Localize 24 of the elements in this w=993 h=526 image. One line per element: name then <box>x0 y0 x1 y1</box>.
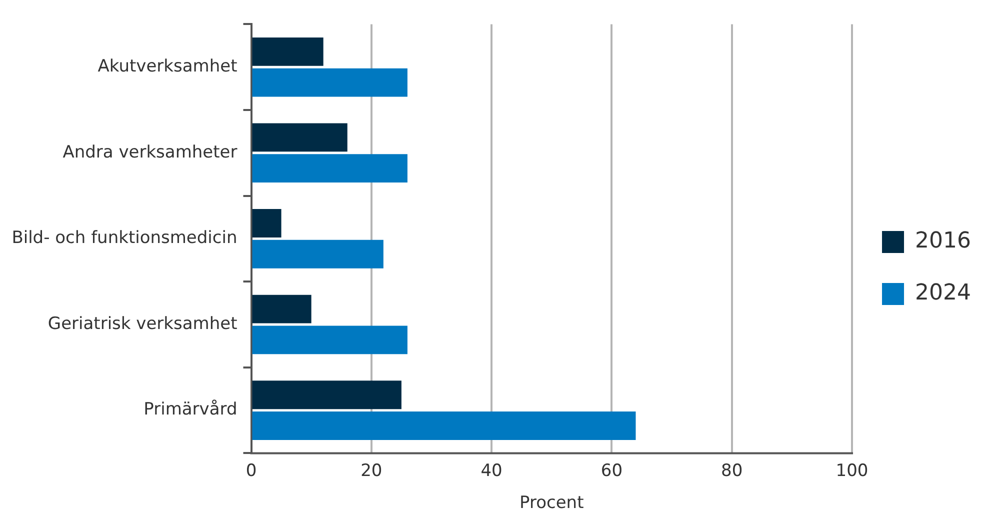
x-tick-label: 20 <box>360 460 382 481</box>
x-tick-label: 0 <box>246 460 257 481</box>
x-tick-label: 80 <box>721 460 743 481</box>
bar <box>252 380 402 410</box>
y-tick-label: Primärvård <box>144 400 238 420</box>
bar <box>252 123 348 152</box>
bar <box>252 326 408 354</box>
bar <box>252 294 312 324</box>
bar <box>252 240 384 268</box>
bar <box>252 68 408 97</box>
bar <box>252 412 636 440</box>
bar <box>252 209 282 238</box>
bar <box>252 154 408 183</box>
bar <box>252 37 324 66</box>
legend-label: 2016 <box>915 228 972 254</box>
y-tick-label: Geriatrisk verksamhet <box>48 314 238 334</box>
y-tick-label: Akutverksamhet <box>98 56 238 77</box>
x-tick-label: 100 <box>836 460 868 481</box>
x-tick-label: 40 <box>480 460 502 481</box>
x-tick-label: 60 <box>600 460 623 481</box>
y-tick-label: Andra verksamheter <box>62 142 238 162</box>
x-axis-title: Procent <box>520 493 584 514</box>
legend-label: 2024 <box>915 280 972 306</box>
y-tick-label: Bild- och funktionsmedicin <box>12 228 238 248</box>
